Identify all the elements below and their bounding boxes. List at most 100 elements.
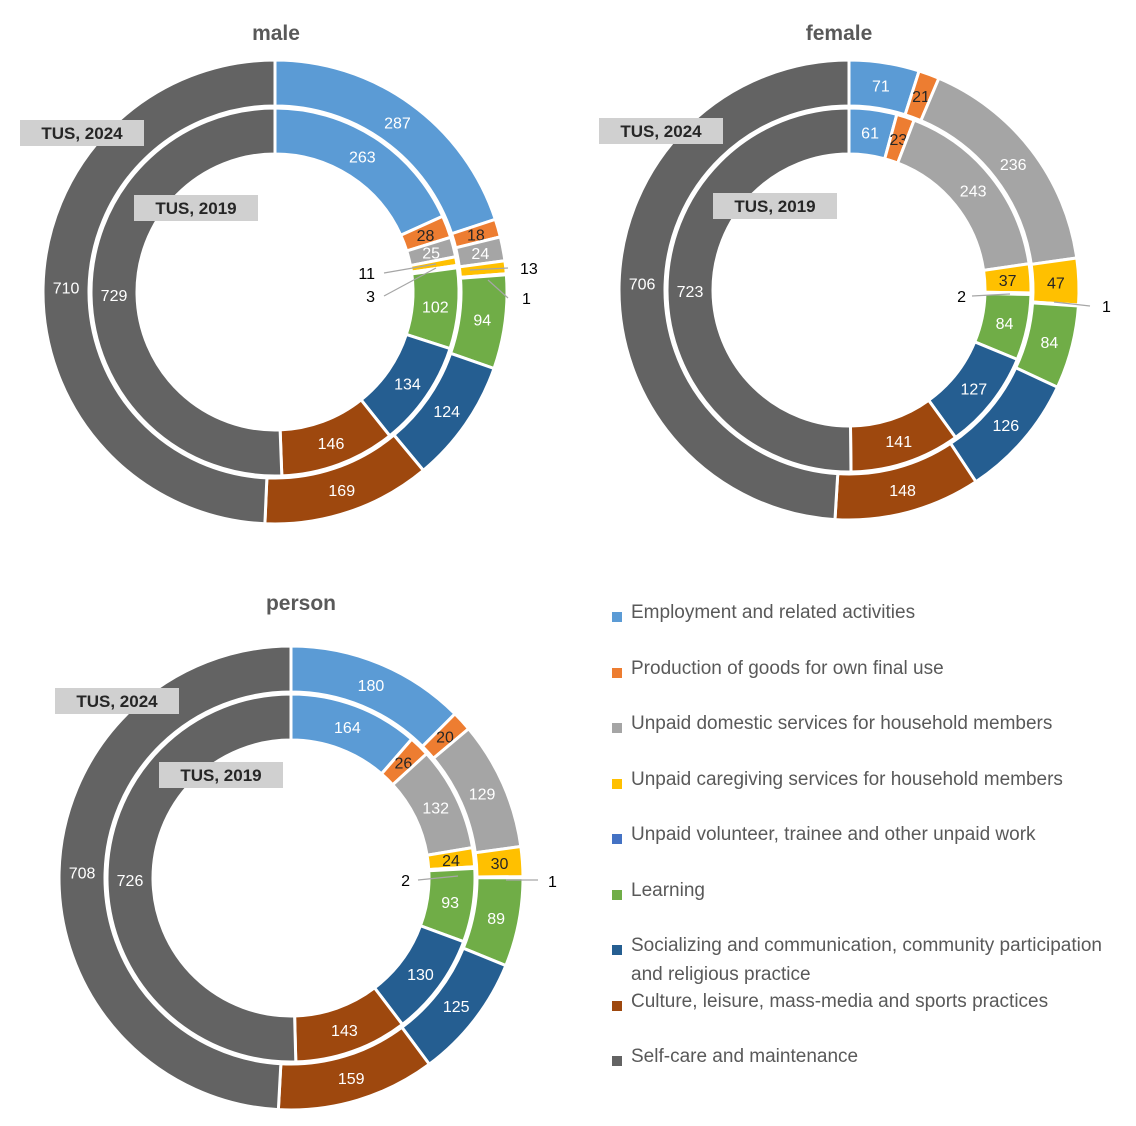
series-tag: TUS, 2024 <box>55 688 179 714</box>
legend-label: Culture, leisure, mass-media and sports … <box>631 990 1049 1012</box>
legend-label: Unpaid domestic services for household m… <box>631 713 1053 734</box>
legend-label: Learning <box>631 879 705 901</box>
legend-label: Unpaid caregiving services for household… <box>631 768 1063 790</box>
data-label: 287 <box>384 116 411 133</box>
outer-ring: 287 18 24 94 124 169 710 <box>41 58 509 526</box>
series-tag-label: TUS, 2019 <box>180 766 261 785</box>
series-tag-box <box>599 118 723 144</box>
data-label: 21 <box>912 89 930 106</box>
legend-swatch <box>612 612 622 622</box>
series-tag-box <box>55 688 179 714</box>
series-tag-label: TUS, 2019 <box>155 199 236 218</box>
outer-ring: 180 20 129 30 89 125 159 708 <box>57 644 525 1112</box>
data-label: 23 <box>890 132 908 149</box>
data-label: 1 <box>1102 299 1111 316</box>
inner-ring: 61 23 243 37 84 127 141 723 <box>665 106 1033 474</box>
data-label: 708 <box>69 865 96 882</box>
data-label: 2 <box>957 289 966 306</box>
legend-item: Culture, leisure, mass-media and sports … <box>612 987 1132 1043</box>
legend: Employment and related activities Product… <box>612 598 1132 1098</box>
data-label: 24 <box>471 246 489 263</box>
series-tag-box <box>134 195 258 221</box>
legend-swatch <box>612 1000 622 1011</box>
legend-swatch <box>612 1056 622 1066</box>
series-tag-label: TUS, 2024 <box>41 124 123 143</box>
data-label: 127 <box>960 382 987 399</box>
series-tag: TUS, 2024 <box>20 120 144 146</box>
data-label: 126 <box>992 418 1019 435</box>
data-label: 124 <box>433 404 460 421</box>
leader-line <box>971 293 1011 297</box>
data-label: 71 <box>872 78 890 95</box>
series-tag-label: TUS, 2024 <box>76 692 158 711</box>
legend-item: Production of goods for own final use <box>612 654 1132 710</box>
legend-item: Learning <box>612 876 1132 932</box>
legend-swatch <box>612 834 622 844</box>
data-label: 47 <box>1047 275 1065 292</box>
leader-line <box>383 263 437 274</box>
data-label: 706 <box>629 277 656 294</box>
series-tag-label: TUS, 2019 <box>734 197 815 216</box>
outer-ring: 71 21 236 47 84 126 148 706 <box>617 58 1081 522</box>
data-label: 102 <box>422 300 449 317</box>
data-label: 26 <box>394 756 412 773</box>
legend-swatch <box>612 945 622 955</box>
data-label: 143 <box>331 1023 358 1040</box>
series-tag: TUS, 2019 <box>713 193 837 219</box>
data-label: 723 <box>677 284 704 301</box>
slice-8 <box>57 644 293 1112</box>
leader-line <box>469 267 509 271</box>
data-label: 3 <box>366 289 375 306</box>
data-label: 1 <box>548 874 557 891</box>
legend-item: Unpaid domestic services for household m… <box>612 709 1132 765</box>
leader-line <box>417 875 459 881</box>
series-tag: TUS, 2019 <box>134 195 258 221</box>
legend-swatch <box>612 667 622 678</box>
series-tag-box <box>20 120 144 146</box>
chart-title: person <box>266 592 336 615</box>
data-label: 1 <box>522 291 531 308</box>
slice-8 <box>41 58 277 526</box>
data-label: 134 <box>394 377 421 394</box>
data-label: 28 <box>417 228 435 245</box>
legend-label: Socializing and communication, community… <box>631 935 1103 985</box>
data-label: 146 <box>318 436 345 453</box>
legend-swatch <box>612 723 622 733</box>
legend-item: Unpaid caregiving services for household… <box>612 765 1132 821</box>
slice-8 <box>617 58 851 522</box>
data-label: 20 <box>436 730 454 747</box>
legend-label: Self-care and maintenance <box>631 1046 859 1067</box>
data-label: 89 <box>487 911 505 928</box>
data-label: 710 <box>53 280 80 297</box>
donut-person: person1802012930891251597081642613224931… <box>55 592 557 1112</box>
data-label: 159 <box>338 1071 365 1088</box>
data-label: 180 <box>358 678 385 695</box>
leader-line <box>487 279 509 299</box>
legend-label: Unpaid volunteer, trainee and other unpa… <box>631 824 1036 845</box>
series-tag-box <box>713 193 837 219</box>
slice-8 <box>105 692 298 1064</box>
data-label: 243 <box>960 184 987 201</box>
data-label: 11 <box>358 266 375 283</box>
data-label: 18 <box>467 227 485 244</box>
legend-swatch <box>612 889 622 900</box>
data-label: 164 <box>334 720 361 737</box>
data-label: 13 <box>520 261 538 278</box>
legend-label: Employment and related activities <box>631 602 916 623</box>
slice-8 <box>665 106 853 474</box>
data-label: 130 <box>407 967 434 984</box>
data-label: 236 <box>1000 157 1027 174</box>
data-label: 94 <box>473 312 491 329</box>
series-tag: TUS, 2019 <box>159 762 283 788</box>
data-label: 93 <box>441 895 459 912</box>
data-label: 263 <box>349 150 376 167</box>
data-label: 84 <box>1041 335 1059 352</box>
legend-item: Unpaid volunteer, trainee and other unpa… <box>612 820 1132 876</box>
legend-item: Employment and related activities <box>612 598 1132 654</box>
data-label: 25 <box>422 246 440 263</box>
series-tag: TUS, 2024 <box>599 118 723 144</box>
